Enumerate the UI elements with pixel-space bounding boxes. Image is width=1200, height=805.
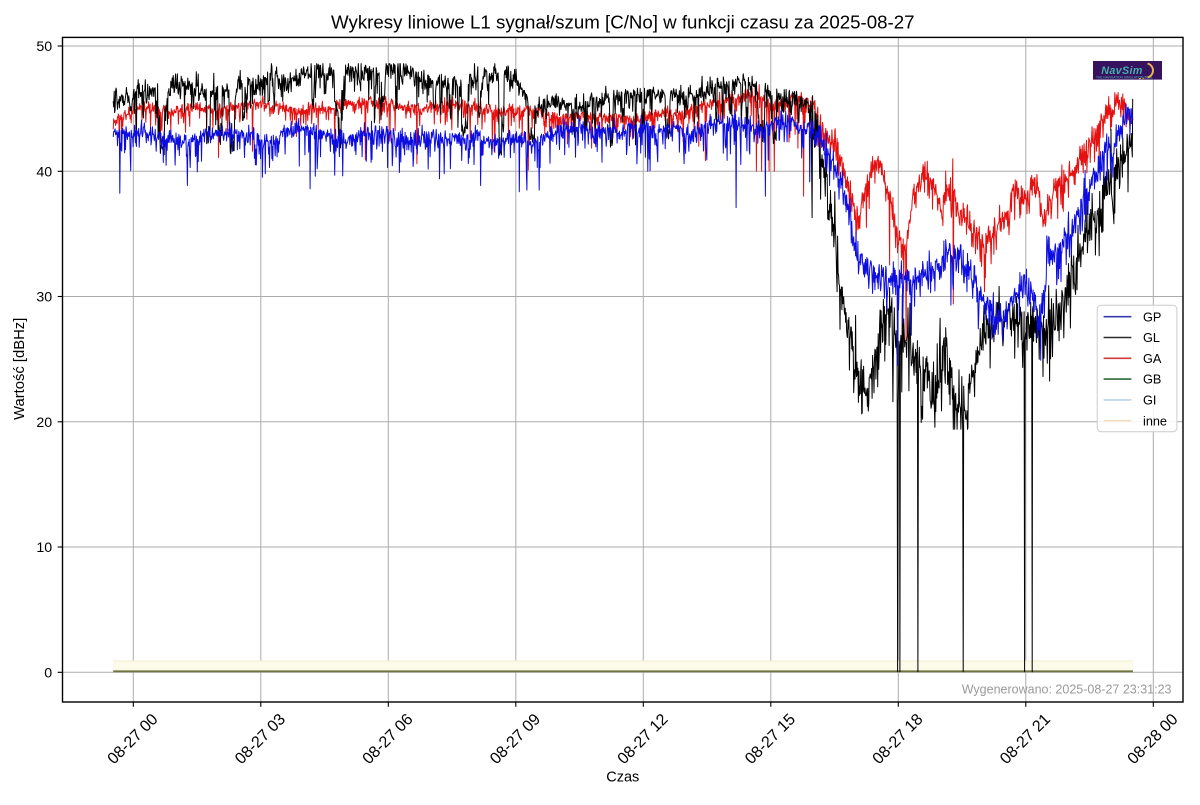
svg-text:GI: GI xyxy=(1143,394,1156,408)
svg-text:GB: GB xyxy=(1143,373,1161,387)
svg-text:Czas: Czas xyxy=(606,770,639,786)
svg-text:Wygenerowano: 2025-08-27 23:31: Wygenerowano: 2025-08-27 23:31:23 xyxy=(962,683,1172,697)
svg-text:10: 10 xyxy=(36,540,52,556)
svg-text:NavSim: NavSim xyxy=(1101,65,1143,77)
svg-text:50: 50 xyxy=(36,39,52,55)
svg-text:40: 40 xyxy=(36,165,52,181)
svg-text:30: 30 xyxy=(36,290,52,306)
svg-text:inne: inne xyxy=(1143,414,1167,428)
svg-text:GP: GP xyxy=(1143,310,1161,324)
svg-text:Wykresy liniowe L1 sygnał/szum: Wykresy liniowe L1 sygnał/szum [C/No] w … xyxy=(331,12,915,33)
svg-text:THE NAVIGATION SIMULATION TOOL: THE NAVIGATION SIMULATION TOOL xyxy=(1096,75,1153,79)
svg-text:20: 20 xyxy=(36,415,52,431)
svg-text:Wartość [dBHz]: Wartość [dBHz] xyxy=(12,318,28,420)
svg-text:GL: GL xyxy=(1143,331,1160,345)
svg-text:0: 0 xyxy=(44,666,52,682)
svg-text:GA: GA xyxy=(1143,352,1162,366)
